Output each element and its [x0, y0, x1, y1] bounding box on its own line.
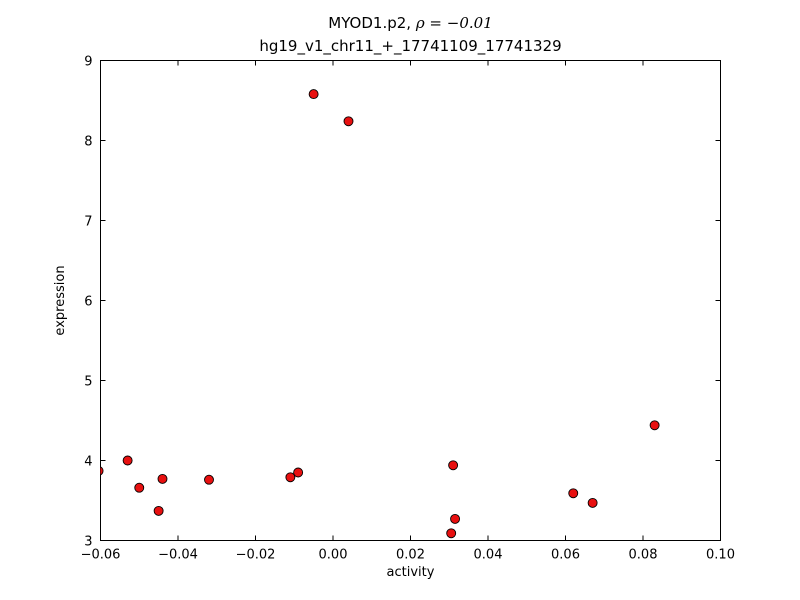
chart-title: MYOD1.p2, ρ = −0.01	[328, 14, 492, 32]
data-point	[153, 505, 164, 516]
data-point	[448, 460, 459, 471]
data-point	[157, 473, 168, 484]
y-tick-label: 5	[84, 375, 92, 390]
data-point	[134, 482, 145, 493]
y-axis-ticks: 3 4 5 6 7 8 9	[84, 55, 721, 550]
data-point	[450, 513, 461, 524]
x-tick-label: −0.06	[81, 548, 121, 563]
data-point	[446, 528, 457, 539]
axes-frame	[100, 60, 721, 541]
data-point	[293, 467, 304, 478]
data-point	[308, 89, 319, 100]
x-tick-label: 0.06	[551, 548, 580, 563]
data-point	[122, 455, 133, 466]
y-tick-label: 9	[84, 55, 92, 70]
y-tick-label: 8	[84, 135, 92, 150]
y-tick-label: 4	[84, 455, 92, 470]
x-tick-label: 0.10	[706, 548, 735, 563]
data-point	[568, 488, 579, 499]
x-tick-label: 0.02	[396, 548, 425, 563]
x-axis-label: activity	[387, 565, 435, 580]
chart-subtitle: hg19_v1_chr11_+_17741109_17741329	[259, 37, 561, 56]
data-point	[649, 420, 660, 431]
x-tick-label: 0.00	[319, 548, 348, 563]
y-tick-label: 6	[84, 295, 92, 310]
x-tick-label: −0.02	[236, 548, 276, 563]
x-tick-label: 0.08	[629, 548, 658, 563]
y-tick-label: 7	[84, 215, 92, 230]
y-axis-label: expression	[53, 265, 68, 335]
data-point	[343, 116, 354, 127]
data-points	[100, 89, 660, 539]
y-tick-label: 3	[84, 535, 92, 550]
data-point	[204, 474, 214, 485]
x-tick-label: −0.04	[158, 548, 198, 563]
data-point	[285, 472, 296, 483]
x-axis-ticks: −0.06 −0.04 −0.02 0.00 0.02 0.04 0.06 0.08 0.10	[81, 60, 735, 563]
x-tick-label: 0.04	[474, 548, 503, 563]
data-point	[100, 466, 104, 476]
data-point	[587, 497, 598, 508]
